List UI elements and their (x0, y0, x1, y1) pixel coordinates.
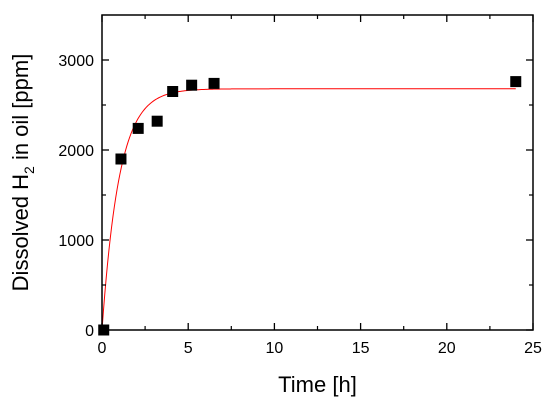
y-axis-title: Dissolved H2 in oil [ppm] (8, 54, 37, 292)
data-point (208, 77, 220, 89)
plot-frame (101, 14, 534, 331)
data-points-layer (98, 76, 522, 336)
y-tick-label: 3000 (58, 53, 94, 70)
x-tick-label: 10 (266, 340, 284, 357)
fit-curve-layer (101, 88, 516, 331)
fit-curve (101, 88, 516, 331)
x-tick-label: 15 (352, 340, 370, 357)
data-point (132, 122, 144, 134)
data-point (151, 115, 163, 127)
data-point (186, 79, 198, 91)
x-tick-label: 25 (524, 340, 542, 357)
axis-ticks-layer (101, 15, 534, 331)
x-tick-label: 0 (98, 340, 107, 357)
x-tick-label: 20 (438, 340, 456, 357)
y-axis-title-subscript: 2 (21, 166, 37, 174)
y-tick-label: 2000 (58, 143, 94, 160)
y-tick-label: 0 (85, 323, 94, 340)
y-axis-title-prefix: Dissolved H (8, 174, 33, 291)
data-point (510, 76, 522, 88)
tick-labels-layer: 0 5 10 15 20 25 0 1000 2000 3000 (58, 53, 542, 357)
data-point (167, 86, 179, 97)
y-axis-title-suffix: in oil [ppm] (8, 54, 33, 167)
x-tick-label: 5 (184, 340, 193, 357)
data-point (115, 153, 127, 165)
y-tick-label: 1000 (58, 233, 94, 250)
x-axis-title: Time [h] (278, 372, 357, 397)
